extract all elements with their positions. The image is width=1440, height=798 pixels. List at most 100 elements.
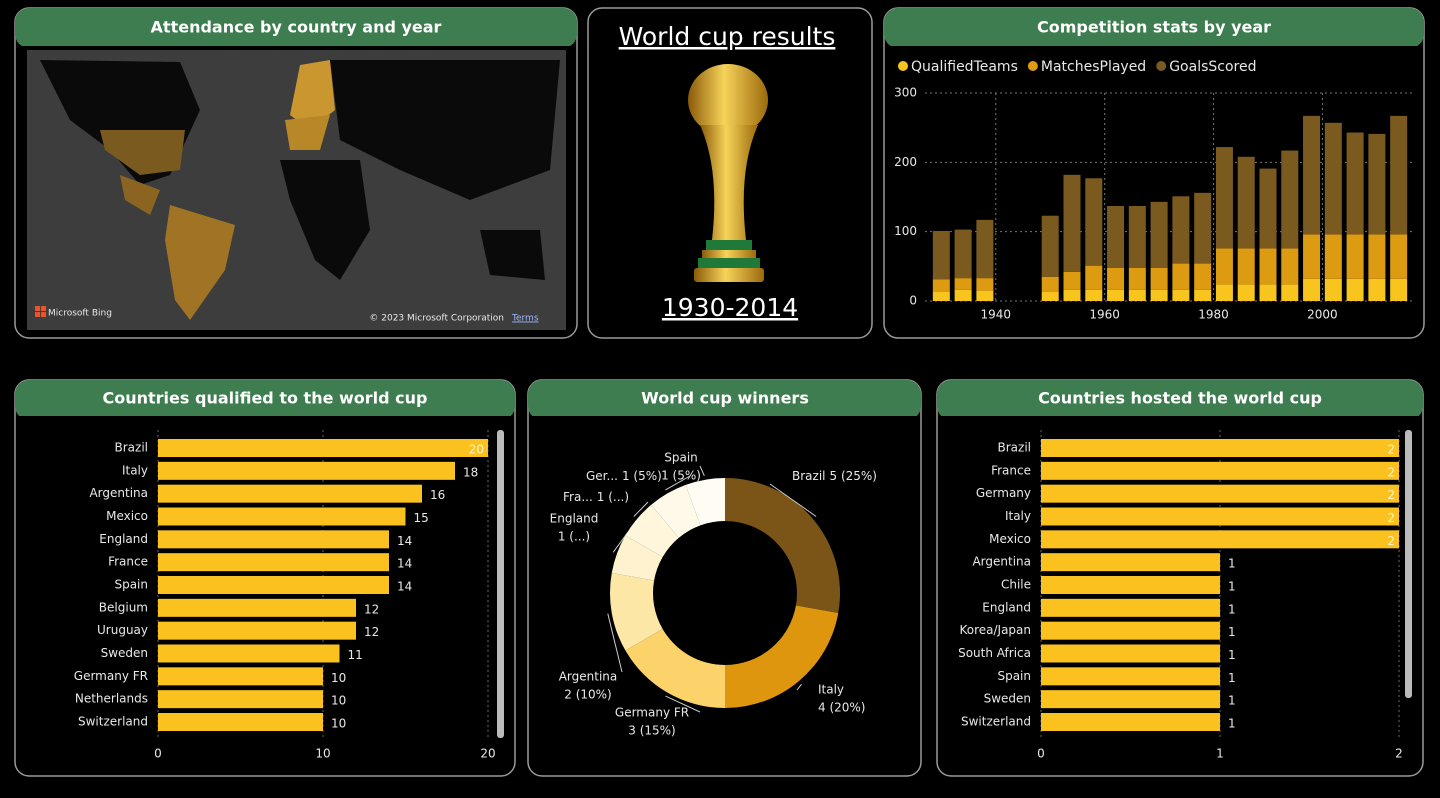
- category-label: Brazil: [792, 469, 826, 483]
- donut-slice: [651, 484, 701, 538]
- data-label: 2: [1387, 534, 1395, 548]
- scrollbar[interactable]: [1405, 430, 1412, 698]
- bar-segment: [1194, 192, 1212, 264]
- category-label: Ger...: [586, 469, 618, 483]
- value-label: 2 (10%): [564, 688, 611, 702]
- leader-line: [607, 613, 623, 673]
- bar-segment: [1128, 206, 1146, 268]
- bar-segment: [976, 278, 994, 291]
- bar-segment: [1368, 133, 1386, 235]
- panel-header: [15, 8, 577, 46]
- y-tick-label: 200: [894, 155, 917, 169]
- y-tick-label: Spain: [114, 578, 148, 592]
- scrollbar[interactable]: [497, 430, 504, 738]
- bar-segment: [1303, 115, 1321, 235]
- x-tick-label: 2000: [1307, 308, 1338, 322]
- legend-label: MatchesPlayed: [1041, 59, 1146, 75]
- value-label: 1 (...): [597, 490, 629, 504]
- map-title: Attendance by country and year: [151, 18, 442, 37]
- y-tick-label: England: [982, 600, 1031, 614]
- bar-segment: [1128, 289, 1146, 301]
- leader-line: [665, 695, 701, 713]
- y-tick-label: Germany FR: [74, 669, 148, 683]
- data-label: 16: [430, 488, 445, 502]
- y-tick-label: Spain: [997, 669, 1031, 683]
- legend-marker: [1156, 61, 1167, 71]
- bar: [1041, 713, 1220, 731]
- bar-segment: [1324, 278, 1342, 301]
- data-label: 15: [414, 511, 429, 525]
- bar-segment: [1107, 267, 1125, 290]
- y-tick-label: Switzerland: [78, 715, 148, 729]
- data-label: 1: [1228, 694, 1236, 708]
- y-tick-label: 100: [894, 224, 917, 238]
- y-tick-label: Switzerland: [961, 715, 1031, 729]
- bar: [1041, 484, 1399, 503]
- bar-segment: [1259, 284, 1277, 301]
- bar: [1041, 598, 1220, 617]
- donut-slice: [685, 478, 725, 526]
- x-tick-label: 0: [1037, 747, 1045, 761]
- map: [27, 50, 566, 330]
- bar-segment: [976, 290, 994, 301]
- bar-segment: [1368, 234, 1386, 279]
- leader-line: [665, 475, 691, 491]
- bar-segment: [1063, 289, 1081, 301]
- bar-segment: [1172, 263, 1190, 290]
- bar-segment: [1390, 278, 1408, 301]
- bar-segment: [1281, 150, 1299, 249]
- bar-segment: [1303, 278, 1321, 301]
- bar-segment: [1259, 168, 1277, 249]
- category-label: Argentina: [559, 670, 618, 684]
- map-terms[interactable]: Terms: [511, 314, 539, 324]
- category-label: Fra...: [563, 490, 593, 504]
- y-tick-label: England: [99, 532, 148, 546]
- bar-segment: [1085, 178, 1103, 266]
- donut-slice: [610, 573, 663, 651]
- bar-segment: [1128, 267, 1146, 290]
- x-tick-label: 10: [315, 747, 330, 761]
- value-label: 1 (...): [558, 530, 590, 544]
- data-label: 1: [1228, 580, 1236, 594]
- leader-line: [769, 483, 817, 517]
- panel-header: [937, 380, 1423, 416]
- y-tick-label: Brazil: [998, 441, 1032, 455]
- bar: [158, 507, 406, 526]
- bar-segment: [954, 229, 972, 279]
- value-label: 1 (5%): [622, 469, 662, 483]
- bar-segment: [1085, 289, 1103, 301]
- data-label: Brazil 5 (25%): [792, 469, 877, 483]
- bar-segment: [1041, 215, 1059, 277]
- leader-line: [633, 501, 649, 517]
- bar-segment: [1237, 284, 1255, 301]
- y-tick-label: Argentina: [89, 486, 148, 500]
- data-label: 1: [1228, 671, 1236, 685]
- x-tick-label: 1: [1216, 747, 1224, 761]
- bar-segment: [976, 219, 994, 279]
- bar-segment: [1085, 265, 1103, 290]
- data-label: 12: [364, 602, 379, 616]
- panel-header: [528, 380, 921, 416]
- leader-line: [699, 465, 705, 477]
- data-label: 20: [469, 443, 484, 457]
- y-tick-label: Italy: [122, 463, 148, 477]
- bar-segment: [1150, 201, 1168, 268]
- y-tick-label: Sweden: [101, 646, 148, 660]
- y-tick-label: Uruguay: [97, 623, 148, 637]
- y-tick-label: Korea/Japan: [959, 623, 1031, 637]
- bar-segment: [1172, 289, 1190, 301]
- map-provider: Microsoft Bing: [48, 309, 112, 319]
- leader-line: [796, 683, 802, 691]
- x-tick-label: 1980: [1198, 308, 1229, 322]
- legend-marker: [898, 61, 908, 71]
- value-label: 4 (20%): [818, 701, 865, 715]
- bar: [1041, 690, 1220, 709]
- bar-segment: [932, 279, 950, 292]
- bar: [1041, 644, 1220, 663]
- data-label: 1: [1228, 557, 1236, 571]
- category-label: England: [550, 512, 599, 526]
- bar: [158, 484, 422, 503]
- bar-segment: [1281, 284, 1299, 301]
- bar: [158, 461, 455, 480]
